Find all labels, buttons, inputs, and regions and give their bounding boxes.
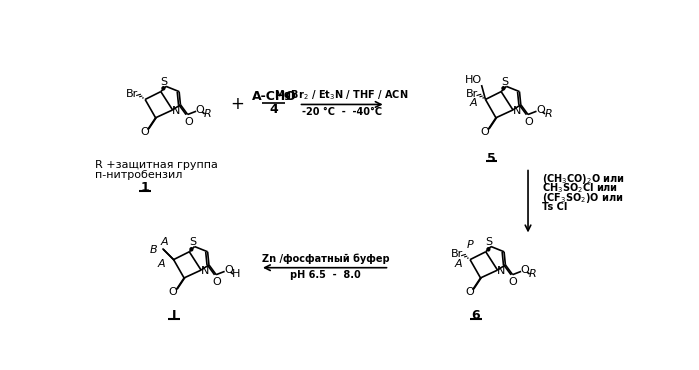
Text: R +защитная группа: R +защитная группа bbox=[94, 160, 217, 170]
Text: Ts Cl: Ts Cl bbox=[542, 202, 568, 212]
Text: A-CHO: A-CHO bbox=[252, 90, 296, 103]
Text: H: H bbox=[232, 269, 240, 279]
Text: I: I bbox=[171, 309, 176, 322]
Text: 6: 6 bbox=[471, 309, 480, 322]
Text: N: N bbox=[497, 266, 505, 276]
Text: A: A bbox=[454, 259, 462, 269]
Text: Zn /фосфатный буфер: Zn /фосфатный буфер bbox=[261, 253, 389, 264]
Text: (CF$_3$SO$_2$)O или: (CF$_3$SO$_2$)O или bbox=[542, 191, 624, 205]
Text: Br: Br bbox=[466, 89, 479, 99]
Text: 4: 4 bbox=[270, 102, 278, 115]
Text: (CH$_3$CO)$_2$O или: (CH$_3$CO)$_2$O или bbox=[542, 172, 625, 186]
Text: O: O bbox=[509, 277, 518, 287]
Text: B: B bbox=[150, 245, 157, 255]
Text: O: O bbox=[224, 265, 233, 275]
Text: O: O bbox=[465, 287, 474, 297]
Text: O: O bbox=[140, 127, 149, 137]
Text: A: A bbox=[470, 98, 477, 108]
Text: A: A bbox=[158, 259, 166, 269]
Text: S: S bbox=[189, 237, 196, 247]
Text: R: R bbox=[204, 109, 212, 119]
Text: S: S bbox=[161, 77, 168, 87]
Text: Br: Br bbox=[126, 89, 138, 99]
Text: HO: HO bbox=[465, 75, 482, 85]
Text: ●: ● bbox=[485, 246, 490, 251]
Text: ●: ● bbox=[500, 86, 505, 91]
Text: Br: Br bbox=[451, 249, 463, 259]
Text: O: O bbox=[168, 287, 178, 297]
Text: A: A bbox=[161, 237, 168, 247]
Text: O: O bbox=[212, 277, 221, 287]
Text: O: O bbox=[184, 117, 193, 127]
Text: O: O bbox=[524, 117, 533, 127]
Text: MgBr$_2$ / Et$_3$N / THF / ACN: MgBr$_2$ / Et$_3$N / THF / ACN bbox=[275, 88, 409, 102]
Text: N: N bbox=[512, 106, 521, 116]
Text: N: N bbox=[173, 106, 181, 116]
Text: +: + bbox=[230, 95, 244, 114]
Text: pH 6.5  -  8.0: pH 6.5 - 8.0 bbox=[290, 270, 361, 280]
Text: O: O bbox=[521, 265, 529, 275]
Text: N: N bbox=[201, 266, 209, 276]
Text: O: O bbox=[480, 127, 489, 137]
Text: 1: 1 bbox=[140, 181, 149, 194]
Text: -20 °C  -  -40°C: -20 °C - -40°C bbox=[302, 107, 382, 117]
Text: R: R bbox=[529, 269, 537, 279]
Text: P: P bbox=[467, 240, 473, 250]
Text: O: O bbox=[196, 105, 204, 115]
Text: 5: 5 bbox=[487, 152, 496, 165]
Text: S: S bbox=[486, 237, 493, 247]
Text: CH$_3$SO$_2$Cl или: CH$_3$SO$_2$Cl или bbox=[542, 182, 618, 195]
Text: S: S bbox=[501, 77, 508, 87]
Text: ●: ● bbox=[189, 246, 194, 251]
Text: R: R bbox=[545, 109, 552, 119]
Text: O: O bbox=[536, 105, 545, 115]
Text: ●: ● bbox=[160, 86, 165, 91]
Text: п-нитробензил: п-нитробензил bbox=[94, 170, 182, 180]
